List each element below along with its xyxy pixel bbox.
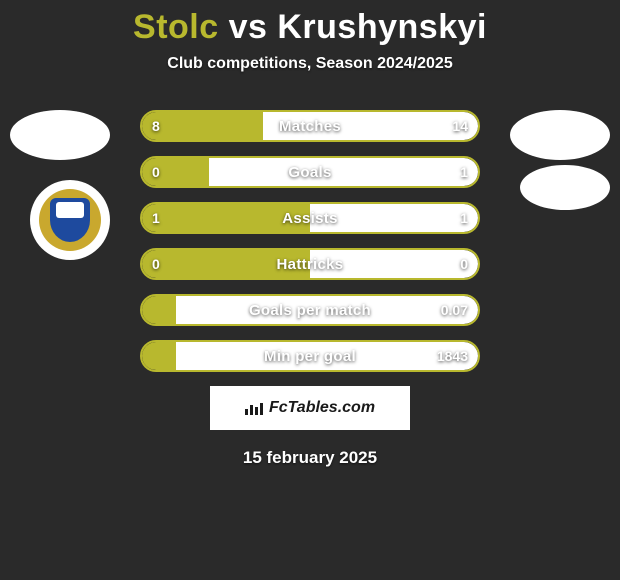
stat-label: Min per goal <box>142 342 478 370</box>
vs-text: vs <box>229 8 268 46</box>
stat-label: Goals <box>142 158 478 186</box>
date-text: 15 february 2025 <box>0 448 620 468</box>
subtitle: Club competitions, Season 2024/2025 <box>0 55 620 73</box>
stat-label: Assists <box>142 204 478 232</box>
stat-row: 00Hattricks <box>140 248 480 280</box>
stat-row: 814Matches <box>140 110 480 142</box>
site-badge: FcTables.com <box>210 386 410 430</box>
stat-label: Matches <box>142 112 478 140</box>
player2-name: Krushynskyi <box>277 8 487 46</box>
stat-row: 1843Min per goal <box>140 340 480 372</box>
stat-label: Goals per match <box>142 296 478 324</box>
stat-label: Hattricks <box>142 250 478 278</box>
stat-row: 0.07Goals per match <box>140 294 480 326</box>
chart-icon <box>245 401 263 415</box>
stats-chart: 814Matches 01Goals 11Assists 00Hattricks 0.0… <box>0 110 620 468</box>
stat-row: 01Goals <box>140 156 480 188</box>
site-name: FcTables.com <box>269 399 375 417</box>
comparison-title: Stolc vs Krushynskyi <box>0 0 620 47</box>
player1-name: Stolc <box>133 8 219 46</box>
stat-row: 11Assists <box>140 202 480 234</box>
